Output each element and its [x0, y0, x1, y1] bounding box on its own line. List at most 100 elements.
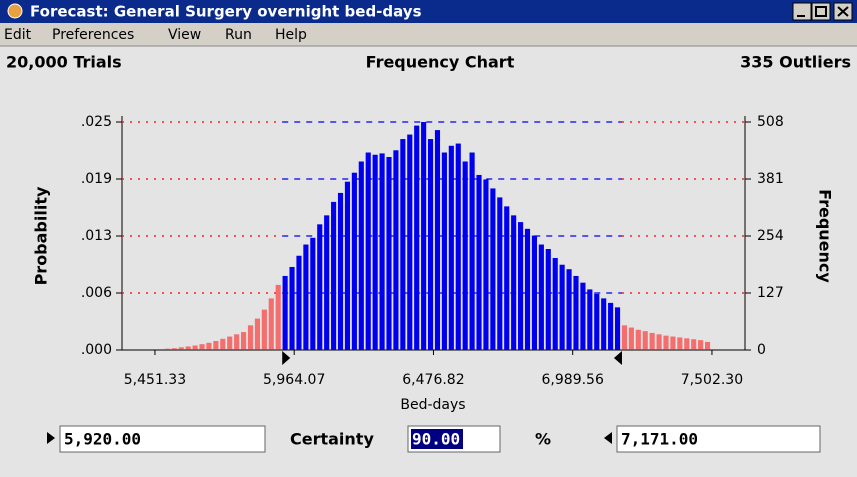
x-tick-label: 5,451.33: [124, 372, 186, 388]
histogram-bar: [414, 125, 420, 351]
lower-value[interactable]: 5,920.00: [64, 430, 141, 449]
histogram-bar: [427, 139, 434, 350]
histogram-bar: [691, 339, 697, 350]
lower-certainty-marker: [282, 351, 291, 365]
minimize-button[interactable]: [792, 2, 812, 21]
histogram-bar: [628, 327, 634, 350]
menu-item[interactable]: Run: [225, 27, 252, 43]
histogram-bar: [241, 332, 247, 350]
histogram-bar: [608, 302, 614, 350]
y-tick-label: .013: [81, 228, 112, 244]
trials-label: 20,000 Trials: [6, 53, 122, 72]
histogram-bar: [573, 275, 579, 350]
y2-tick-label: 508: [757, 114, 784, 130]
histogram-bar: [393, 150, 399, 350]
histogram-bar: [594, 293, 600, 350]
histogram-bar: [483, 179, 489, 350]
maximize-glyph: [815, 6, 827, 17]
upper-value[interactable]: 7,171.00: [621, 430, 698, 449]
y-tick-label: .000: [81, 342, 112, 358]
histogram-bar: [275, 284, 281, 350]
maximize-button[interactable]: [811, 2, 831, 21]
histogram-bar: [698, 340, 704, 350]
histogram-bar: [254, 318, 260, 350]
histogram-bar: [220, 338, 226, 350]
outliers-label: 335 Outliers: [740, 53, 851, 72]
histogram-bar: [538, 244, 544, 350]
histogram-bar: [614, 307, 621, 350]
histogram-bar: [206, 342, 212, 350]
histogram-bar: [178, 347, 184, 350]
histogram-bar: [580, 282, 586, 350]
x-tick-label: 5,964.07: [263, 372, 325, 388]
histogram-bar: [518, 222, 524, 350]
histogram-bar: [587, 289, 593, 350]
y2-tick-label: 254: [757, 228, 784, 244]
histogram-bar: [621, 325, 628, 350]
histogram-bar: [476, 174, 482, 350]
histogram-bar: [421, 122, 427, 350]
histogram-bar: [365, 152, 371, 350]
histogram-bar: [441, 152, 447, 350]
histogram-bar: [524, 228, 531, 350]
selection-highlight: [411, 429, 463, 449]
histogram-bar: [164, 348, 170, 350]
lower-field[interactable]: [59, 425, 266, 453]
certainty-value[interactable]: 90.00: [412, 430, 460, 449]
histogram-bar: [289, 266, 295, 350]
histogram-bar: [199, 344, 205, 350]
histogram-bar: [469, 152, 475, 350]
y-tick-label: .006: [81, 285, 112, 301]
histogram-bar: [511, 215, 517, 350]
histogram-bar: [337, 192, 344, 350]
y2-axis-title: Frequency: [816, 189, 835, 283]
y-tick-label: .025: [81, 114, 112, 130]
histogram-bar: [247, 325, 254, 350]
histogram-bar: [559, 264, 565, 350]
title-bar: [0, 0, 857, 23]
histogram-bar: [324, 215, 330, 350]
histogram-bar: [407, 134, 413, 350]
x-tick-label: 6,476.82: [402, 372, 464, 388]
histogram-bar: [552, 257, 558, 350]
window-title: Forecast: General Surgery overnight bed-…: [30, 3, 422, 21]
histogram-bar: [531, 235, 537, 350]
histogram-bar: [635, 329, 641, 350]
histogram-bar: [372, 154, 378, 350]
histogram-bar: [234, 334, 240, 350]
upper-field[interactable]: [616, 425, 821, 453]
y2-tick-label: 127: [757, 285, 784, 301]
histogram-bar: [317, 224, 323, 350]
histogram-bar: [684, 338, 690, 350]
histogram-bar: [642, 331, 648, 350]
histogram-bar: [434, 130, 441, 350]
histogram-bar: [227, 336, 233, 350]
histogram-bar: [213, 341, 219, 350]
histogram-bar: [261, 309, 267, 350]
y-tick-label: .019: [81, 171, 112, 187]
histogram-bar: [310, 237, 316, 350]
histogram-bar: [296, 255, 302, 350]
histogram-bar: [656, 334, 662, 350]
histogram-bar: [331, 201, 337, 350]
window-buttons[interactable]: [792, 2, 853, 21]
histogram-bar: [379, 153, 385, 350]
histogram-bar: [490, 188, 496, 350]
x-tick-label: 6,989.56: [542, 372, 604, 388]
menu-item[interactable]: View: [168, 27, 201, 43]
y-axis-title: Probability: [32, 186, 51, 285]
app-icon: [7, 3, 23, 19]
histogram-bar: [455, 143, 461, 350]
close-glyph: [837, 6, 849, 17]
histogram-bar: [268, 298, 274, 350]
histogram-bar: [566, 269, 572, 350]
histogram-bar: [448, 145, 454, 350]
menu-item[interactable]: Preferences: [52, 27, 134, 43]
histogram-bar: [545, 249, 551, 350]
upper-certainty-marker: [613, 351, 622, 365]
menu-bar: [0, 23, 857, 46]
menu-item[interactable]: Edit: [4, 27, 32, 43]
histogram-bar: [282, 275, 288, 350]
menu-item[interactable]: Help: [275, 27, 307, 43]
histogram-bar: [386, 157, 392, 350]
